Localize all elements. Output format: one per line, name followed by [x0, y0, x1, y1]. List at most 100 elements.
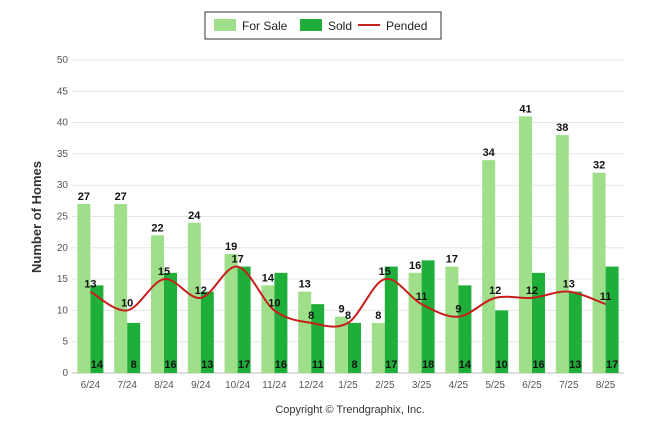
data-label-pended: 13 [84, 279, 96, 291]
bar-for-sale [224, 254, 238, 373]
legend: For Sale Sold Pended [204, 11, 442, 40]
data-label-sold: 17 [385, 359, 397, 371]
bar-sold [90, 285, 104, 373]
data-label-sold: 8 [131, 359, 137, 371]
data-label-pended: 11 [600, 291, 612, 303]
y-tick-label: 15 [57, 274, 69, 285]
bar-sold [127, 322, 141, 373]
data-label-pended: 15 [158, 266, 170, 278]
bar-for-sale [114, 203, 128, 373]
bar-for-sale [592, 172, 606, 373]
data-label-for-sale: 13 [299, 279, 311, 291]
data-label-for-sale: 38 [556, 122, 568, 134]
label-layer: 2714278221624131917141613119881716181714… [78, 103, 618, 371]
data-label-for-sale: 19 [225, 241, 237, 253]
copyright-credit: Copyright © Trendgraphix, Inc. [275, 404, 424, 416]
data-label-pended: 8 [345, 310, 351, 322]
data-label-for-sale: 16 [409, 260, 421, 272]
y-tick-label: 10 [57, 305, 69, 316]
bar-sold [164, 272, 177, 373]
x-tick-label: 2/25 [375, 380, 395, 391]
y-tick-label: 25 [57, 212, 69, 223]
x-tick-label: 1/25 [338, 380, 358, 391]
y-tick-label: 0 [62, 368, 68, 379]
data-label-for-sale: 27 [115, 191, 127, 203]
data-label-pended: 8 [308, 310, 314, 322]
legend-label-for-sale: For Sale [242, 19, 288, 33]
y-tick-label: 35 [57, 149, 69, 160]
data-label-sold: 14 [459, 359, 472, 371]
x-tick-label: 6/24 [81, 380, 101, 391]
y-tick-label: 45 [57, 86, 69, 97]
y-tick-label: 40 [57, 118, 69, 129]
data-label-for-sale: 27 [78, 191, 90, 203]
data-label-sold: 18 [422, 359, 434, 371]
y-axis-label: Number of Homes [29, 161, 44, 273]
bar-sold [384, 266, 398, 373]
legend-swatch-sold [300, 19, 322, 31]
data-label-sold: 17 [238, 359, 250, 371]
bar-for-sale [482, 160, 496, 373]
x-tick-label: 12/24 [299, 380, 324, 391]
data-label-for-sale: 14 [262, 272, 275, 284]
data-label-sold: 13 [201, 359, 213, 371]
data-label-sold: 13 [569, 359, 581, 371]
data-label-pended: 13 [563, 279, 575, 291]
legend-box [204, 11, 442, 40]
data-label-sold: 14 [91, 359, 104, 371]
y-tick-label: 50 [57, 55, 69, 66]
legend-swatch-for-sale [214, 19, 236, 31]
data-label-for-sale: 17 [446, 254, 458, 266]
data-label-sold: 16 [164, 359, 176, 371]
x-tick-label: 8/24 [154, 380, 174, 391]
data-label-sold: 16 [532, 359, 544, 371]
data-label-for-sale: 8 [375, 310, 381, 322]
data-label-pended: 17 [231, 254, 243, 266]
x-tick-label: 8/25 [596, 380, 616, 391]
x-tick-label: 5/25 [485, 380, 505, 391]
data-label-pended: 12 [526, 285, 538, 297]
y-tick-label: 5 [62, 337, 68, 348]
bar-for-sale [77, 203, 91, 373]
y-tick-label: 30 [57, 180, 69, 191]
data-label-sold: 17 [606, 359, 618, 371]
x-tick-label: 3/25 [412, 380, 432, 391]
data-label-pended: 11 [416, 291, 428, 303]
x-tick-label: 6/25 [522, 380, 542, 391]
legend-label-sold: Sold [328, 19, 352, 33]
data-label-pended: 9 [455, 304, 461, 316]
bar-for-sale [151, 235, 164, 373]
data-label-pended: 15 [379, 266, 391, 278]
data-label-pended: 10 [268, 297, 280, 309]
bar-for-sale [298, 291, 312, 373]
bar-sold [311, 304, 325, 373]
bar-sold [568, 291, 582, 373]
bar-sold [348, 322, 361, 373]
x-tick-label: 7/25 [559, 380, 579, 391]
bar-for-sale [335, 316, 348, 373]
x-tick-label: 7/24 [117, 380, 137, 391]
x-tick-label: 9/24 [191, 380, 211, 391]
data-label-for-sale: 22 [151, 222, 163, 234]
data-label-sold: 16 [275, 359, 287, 371]
data-label-for-sale: 41 [519, 103, 531, 115]
bar-sold [421, 260, 435, 373]
bar-for-sale [555, 135, 569, 373]
data-label-pended: 10 [121, 297, 133, 309]
bar-for-sale [519, 116, 532, 373]
bar-for-sale [371, 322, 385, 373]
bar-sold [458, 285, 472, 373]
data-label-sold: 11 [312, 359, 324, 371]
y-tick-label: 20 [57, 243, 69, 254]
legend-label-pended: Pended [386, 19, 427, 33]
x-tick-label: 11/24 [262, 380, 287, 391]
bar-layer [77, 116, 619, 373]
x-tick-label: 10/24 [225, 380, 250, 391]
data-label-sold: 10 [496, 359, 508, 371]
data-label-pended: 12 [489, 285, 501, 297]
data-label-for-sale: 9 [338, 304, 344, 316]
bar-sold [605, 266, 619, 373]
data-label-sold: 8 [351, 359, 357, 371]
